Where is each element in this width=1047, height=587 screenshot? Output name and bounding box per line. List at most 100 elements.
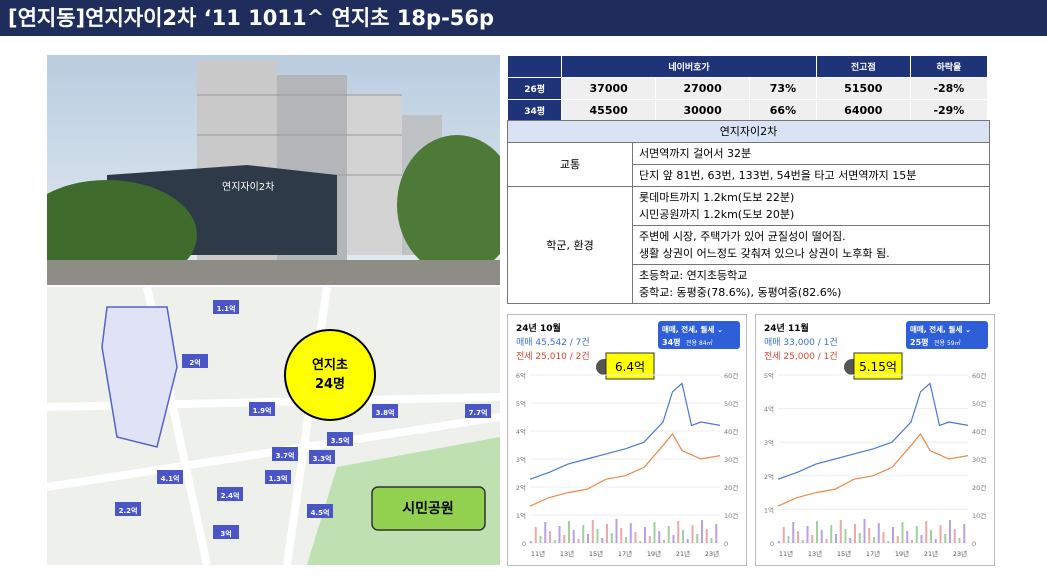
decor-bar — [873, 537, 875, 543]
info-line: 초등학교: 연지초등학교 — [639, 269, 748, 282]
price-cell: 66% — [749, 99, 817, 122]
decor-bar — [934, 539, 937, 543]
filter-box — [658, 321, 740, 349]
decor-bar — [939, 525, 942, 543]
decor-bar — [816, 521, 818, 543]
price-cell: 27000 — [655, 77, 751, 100]
y-right-label: 20건 — [972, 483, 986, 492]
badge-label: 4.5억 — [311, 508, 330, 517]
price-badge — [157, 470, 183, 484]
decor-bar — [677, 521, 680, 543]
decor-bar — [634, 532, 637, 543]
decor-bar — [778, 541, 780, 543]
y-right-label: 40건 — [972, 427, 986, 436]
period: 24년 11월 — [764, 322, 809, 334]
price-cell: 73% — [749, 77, 817, 100]
y-right-label: 40건 — [724, 427, 738, 436]
size: 25평 — [910, 337, 929, 347]
price-cell: 34평 — [506, 99, 563, 122]
decor-bar — [787, 536, 790, 543]
decor-bar — [591, 520, 594, 543]
decor-bar — [944, 534, 947, 543]
decor-bar — [629, 523, 632, 543]
decor-bar — [887, 541, 890, 543]
decor-bar — [863, 519, 866, 543]
decor-bar — [949, 520, 951, 543]
decor-bar — [667, 526, 670, 543]
info-row: 교통 서면역까지 걸어서 32분 — [507, 142, 990, 187]
decor-bar — [639, 541, 642, 543]
svg-text:연지자이2차: 연지자이2차 — [222, 181, 274, 193]
sale-price: 매매 33,000 / 1건 — [764, 337, 838, 348]
decor-bar — [920, 535, 923, 543]
decor-bar — [625, 537, 627, 543]
y-left-label: 4억 — [516, 428, 526, 436]
jeonse-price: 전세 25,010 / 2건 — [516, 351, 590, 362]
price-badge — [115, 502, 141, 516]
callout: 5.15억 — [859, 360, 897, 374]
price-badge — [372, 404, 398, 418]
decor-bar — [563, 535, 566, 543]
price-badge — [272, 447, 298, 461]
decor-bar — [582, 525, 585, 543]
decor-bar — [854, 524, 856, 543]
x-label: 11년 — [531, 549, 545, 558]
price-cell: 30000 — [655, 99, 751, 122]
y-right-label: 60건 — [724, 371, 738, 380]
decor-bar — [682, 530, 684, 543]
info-cell: 주변에 시장, 주택가가 있어 균질성이 떨어짐. 생활 상권이 어느정도 갖춰져… — [632, 225, 990, 265]
decor-bar — [825, 539, 828, 543]
y-right-label: 50건 — [724, 399, 738, 408]
x-label: 15년 — [589, 549, 603, 558]
decor-bar — [539, 536, 542, 543]
decor-bar — [839, 520, 842, 543]
decor-line — [529, 432, 721, 507]
x-label: 21년 — [676, 549, 690, 558]
price-cell: -28% — [909, 77, 989, 100]
y-left-label: 5억 — [516, 400, 526, 408]
park-label: 시민공원 — [402, 500, 454, 517]
decor-bar — [549, 531, 551, 543]
sale-price: 매매 45,542 / 7건 — [516, 337, 590, 348]
decor-bar — [782, 527, 785, 543]
decor-bar — [953, 529, 956, 543]
info-table: 연지자이2차 교통 서면역까지 걸어서 32분 단지 앞 81번, 63번, 133번… — [507, 120, 990, 304]
decor-bar — [658, 531, 661, 543]
decor-bar — [892, 527, 894, 543]
info-line: 중학교: 동평중(78.6%), 동평여중(82.6%) — [639, 286, 842, 299]
decor-bar — [963, 524, 966, 543]
y-right-label: 10건 — [972, 511, 986, 520]
decor-bar — [930, 530, 932, 543]
y-right-label: 0 — [724, 540, 728, 548]
y-left-label: 0 — [770, 540, 774, 548]
price-badge — [307, 504, 333, 518]
map: 연지초 24명 시민공원 1.1억 2억 1.9억 3.7억 3.3억 3.5억 3.8억 7… — [47, 287, 500, 565]
decor-bar — [596, 529, 599, 543]
price-row: 34평 45500 30000 66% 64000 -29% — [506, 99, 989, 122]
badge-label: 1.9억 — [253, 406, 272, 415]
area: 전용 59㎡ — [934, 339, 961, 347]
y-left-label: 1억 — [764, 506, 774, 514]
info-line: 주변에 시장, 주택가가 있어 균질성이 떨어짐. — [639, 230, 846, 243]
header-cell: 네이버호가 — [561, 55, 817, 78]
info-label: 교통 — [507, 142, 633, 187]
price-cell: 45500 — [561, 99, 657, 122]
info-row: 학군, 환경 롯데마트까지 1.2km(도보 22분) 시민공원까지 1.2km(도… — [507, 186, 990, 304]
decor-bar — [915, 526, 918, 543]
y-right-label: 0 — [972, 540, 976, 548]
info-row: 단지 앞 81번, 63번, 133번, 54번을 타고 서면역까지 15분 — [508, 164, 990, 187]
decor-bar — [705, 529, 708, 543]
decor-bar — [568, 521, 570, 543]
decor-bar — [830, 525, 833, 543]
price-badge — [182, 354, 208, 368]
filter: 매매, 전세, 월세 ⌄ — [662, 324, 723, 334]
y-right-label: 60건 — [972, 371, 986, 380]
decor-bar — [911, 540, 913, 543]
decor-bar — [644, 527, 646, 543]
decor-bar — [672, 535, 675, 543]
price-table: 네이버호가 전고점 하락율 26평 37000 27000 73% 51500 -28% 34평 4… — [506, 55, 989, 122]
y-right-label: 30건 — [724, 455, 738, 464]
price-cell: 37000 — [561, 77, 657, 100]
badge-label: 2.2억 — [119, 506, 138, 515]
